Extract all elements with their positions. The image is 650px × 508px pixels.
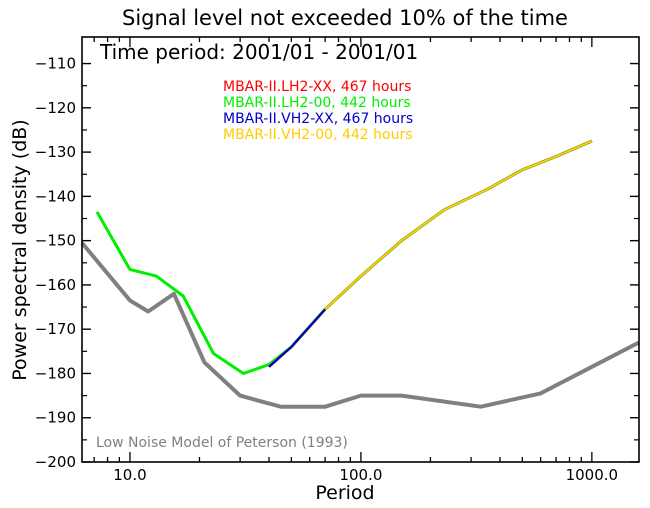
y-tick-label: −190 (35, 409, 76, 427)
legend-entry: MBAR-II.VH2-00, 442 hours (223, 127, 413, 143)
y-axis-label: Power spectral density (dB) (9, 119, 31, 380)
y-tick-label: −170 (35, 320, 76, 338)
y-tick-label: −150 (35, 232, 76, 250)
series-line-2 (268, 139, 593, 368)
x-axis-label: Period (315, 482, 374, 504)
y-tick-label: −140 (35, 187, 76, 205)
x-tick-label: 10.0 (113, 466, 146, 484)
reference-layer (80, 241, 640, 409)
legend-entry: MBAR-II.LH2-XX, 467 hours (223, 79, 411, 95)
reference-model-label: Low Noise Model of Peterson (1993) (96, 435, 348, 451)
y-tick-label: −110 (35, 55, 76, 73)
y-tick-label: −130 (35, 143, 76, 161)
series-line-3 (324, 139, 593, 311)
plot-area: 10.0 100.0 1000.0 −110 −120 −130 −140 −150 −160… (35, 36, 640, 484)
legend: MBAR-II.LH2-XX, 467 hoursMBAR-II.LH2-00,… (223, 79, 413, 143)
reference-model-line (80, 241, 640, 409)
x-axis-ticks: 10.0 100.0 1000.0 (93, 37, 619, 484)
series-line-0 (268, 139, 593, 368)
series-layer (95, 139, 593, 375)
y-axis-ticks: −110 −120 −130 −140 −150 −160 −170 −180 −190 −200 (35, 55, 639, 471)
time-period-label: Time period: 2001/01 - 2001/01 (99, 40, 418, 64)
y-tick-label: −200 (35, 453, 76, 471)
y-tick-label: −180 (35, 364, 76, 382)
series-line-1 (95, 139, 593, 375)
x-tick-label: 100.0 (339, 466, 382, 484)
chart-title: Signal level not exceeded 10% of the tim… (122, 6, 568, 30)
y-tick-label: −120 (35, 99, 76, 117)
legend-entry: MBAR-II.VH2-XX, 467 hours (223, 111, 413, 127)
x-tick-label: 1000.0 (566, 466, 619, 484)
y-tick-label: −160 (35, 276, 76, 294)
legend-entry: MBAR-II.LH2-00, 442 hours (223, 95, 411, 111)
